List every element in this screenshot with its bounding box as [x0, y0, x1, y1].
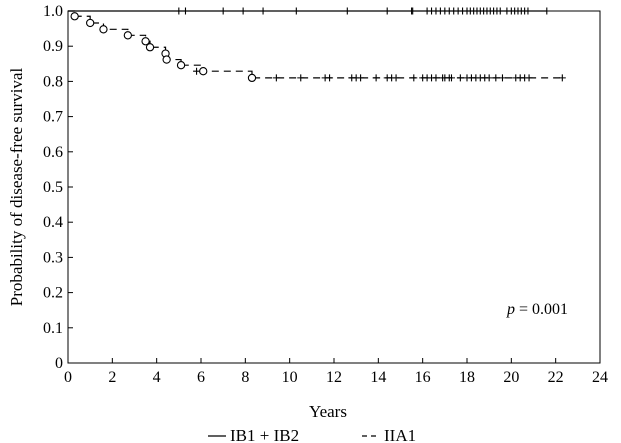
event-marker: [86, 18, 95, 28]
series-1: [68, 7, 551, 15]
legend-label-series-2: IIA1: [384, 426, 416, 443]
x-tick-label: 12: [326, 369, 342, 386]
censor-marker: [193, 67, 201, 75]
censor-marker: [492, 74, 500, 82]
x-tick-label: 8: [241, 369, 249, 386]
x-tick-label: 16: [415, 369, 431, 386]
censor-marker: [259, 7, 267, 15]
y-tick-label: 0.9: [43, 38, 63, 55]
censor-marker: [343, 7, 351, 15]
censor-marker: [181, 7, 189, 15]
p-symbol: p: [506, 301, 515, 318]
y-tick-label: 0.2: [43, 285, 63, 302]
y-tick-label: 0.6: [43, 144, 63, 161]
censor-marker: [383, 7, 391, 15]
x-axis-label: Years: [309, 402, 347, 421]
legend: IB1 + IB2 IIA1: [208, 426, 416, 443]
legend-label-series-1: IB1 + IB2: [230, 426, 299, 443]
series-2: [68, 10, 566, 83]
y-tick-label: 0.1: [43, 320, 63, 337]
p-value-annotation: p = 0.001: [506, 301, 568, 318]
censor-marker: [543, 7, 551, 15]
censor-marker: [326, 74, 334, 82]
censor-marker: [175, 7, 183, 15]
y-axis-label: Probability of disease-free survival: [7, 68, 26, 307]
y-tick-label: 0.3: [43, 249, 63, 266]
censor-marker: [409, 7, 417, 15]
p-value-text: = 0.001: [515, 301, 568, 318]
event-marker: [99, 25, 108, 34]
censor-marker: [558, 74, 566, 82]
y-tick-label: 0.7: [43, 109, 63, 126]
censor-marker: [239, 7, 247, 15]
censor-marker: [357, 74, 365, 82]
censor-marker: [410, 74, 418, 82]
censor-marker: [524, 7, 532, 15]
censor-marker: [485, 74, 493, 82]
event-marker: [199, 67, 208, 76]
event-marker: [247, 73, 257, 83]
x-tick-label: 6: [197, 369, 205, 386]
censor-marker: [432, 74, 440, 82]
y-tick-label: 0: [55, 355, 63, 372]
x-tick-label: 22: [548, 369, 564, 386]
x-tick-label: 0: [64, 369, 72, 386]
x-tick-label: 2: [108, 369, 116, 386]
event-marker: [162, 55, 171, 64]
x-tick-label: 14: [370, 369, 386, 386]
event-marker: [141, 37, 150, 46]
axis-ticks: 0 2 4 6 8 10 12 14 16 18 20 22 2400.10.20.30.40.50.6…: [43, 3, 608, 386]
y-tick-label: 1.0: [43, 3, 63, 20]
event-marker: [145, 43, 155, 52]
y-tick-label: 0.4: [43, 214, 63, 231]
series-group: [68, 7, 566, 83]
event-marker: [123, 31, 132, 40]
censor-marker: [525, 74, 533, 82]
censor-marker: [447, 74, 455, 82]
censor-marker: [498, 74, 506, 82]
censor-marker: [272, 74, 280, 82]
y-tick-label: 0.8: [43, 73, 63, 90]
censor-marker: [496, 7, 504, 15]
x-tick-label: 10: [282, 369, 298, 386]
series-2-curve: [68, 10, 563, 79]
event-marker: [70, 12, 79, 21]
censor-marker: [219, 7, 227, 15]
x-tick-label: 24: [592, 369, 608, 386]
censor-marker: [297, 74, 305, 82]
censor-marker: [392, 74, 400, 82]
x-tick-label: 20: [503, 369, 519, 386]
x-tick-label: 18: [459, 369, 475, 386]
censor-marker: [372, 74, 380, 82]
censor-marker: [456, 74, 464, 82]
y-tick-label: 0.5: [43, 179, 63, 196]
x-tick-label: 4: [153, 369, 161, 386]
event-marker: [176, 61, 186, 70]
censor-marker: [292, 7, 300, 15]
